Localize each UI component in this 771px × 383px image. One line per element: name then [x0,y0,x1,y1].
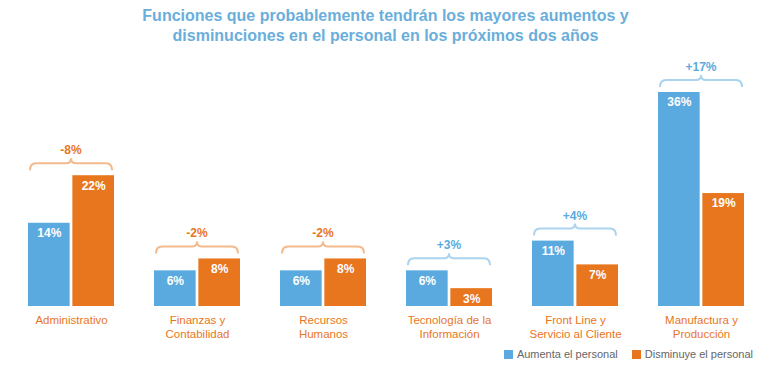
svg-text:8%: 8% [337,262,355,276]
svg-text:-2%: -2% [312,226,334,240]
html-text:Disminuye el personal: Disminuye el personal [644,348,753,360]
svg-text:Front Line yServicio al Client: Front Line yServicio al Cliente [529,314,621,340]
svg-text:22%: 22% [82,179,106,193]
svg-text:3%: 3% [463,292,481,306]
svg-text:36%: 36% [667,95,691,109]
svg-text:-2%: -2% [186,226,208,240]
svg-text:+4%: +4% [563,209,588,223]
svg-text:6%: 6% [419,274,437,288]
svg-text:Administrativo: Administrativo [35,314,107,326]
svg-text:6%: 6% [293,274,311,288]
svg-text:Finanzas yContabilidad: Finanzas yContabilidad [166,314,230,340]
svg-text:7%: 7% [589,268,607,282]
svg-text:Tecnología de laInformación: Tecnología de laInformación [408,314,492,340]
svg-text:+3%: +3% [437,238,462,252]
svg-text:Manufactura yProducción: Manufactura yProducción [665,314,738,340]
svg-text:RecursosHumanos: RecursosHumanos [299,314,348,340]
svg-text:+17%: +17% [685,60,716,74]
svg-text:14%: 14% [37,226,61,240]
html-text:Aumenta el personal: Aumenta el personal [516,348,618,360]
svg-text:8%: 8% [211,262,229,276]
svg-text:-8%: -8% [60,143,82,157]
svg-text:6%: 6% [167,274,185,288]
svg-text:11%: 11% [542,244,566,258]
html-text:Funciones que probablemente te: Funciones que probablemente tendrán los … [142,7,629,44]
svg-text:19%: 19% [712,196,736,210]
